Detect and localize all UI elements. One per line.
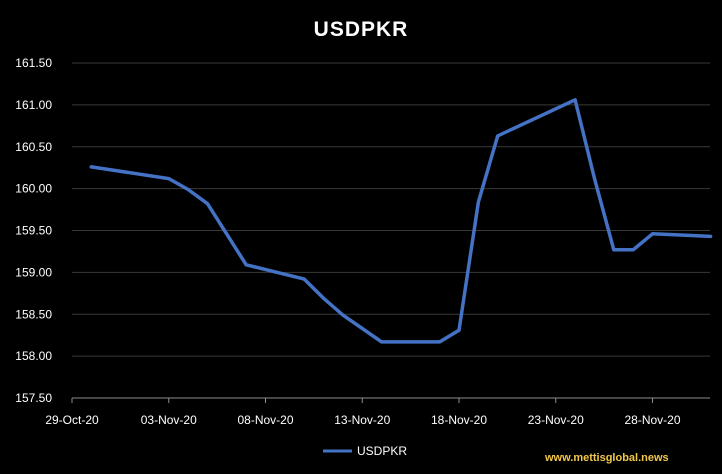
data-point [438,340,442,344]
x-tick-label: 23-Nov-20 [528,413,584,427]
y-tick-label: 161.50 [15,56,52,70]
legend: USDPKR [323,444,407,458]
watermark: www.mettisglobal.news [544,452,669,464]
data-point [167,177,171,181]
data-point [457,328,461,332]
y-tick-label: 158.00 [15,349,52,363]
x-tick-label: 08-Nov-20 [237,413,293,427]
y-tick-label: 160.00 [15,182,52,196]
data-point [322,296,326,300]
x-axis-ticks: 29-Oct-20 03-Nov-20 08-Nov-20 13-Nov-20 18-N… [45,398,681,427]
data-point [186,187,190,191]
data-point [612,248,616,252]
data-point [709,234,713,238]
data-point [631,248,635,252]
y-tick-label: 159.50 [15,224,52,238]
data-point [592,177,596,181]
gridlines [72,62,710,399]
y-tick-label: 158.50 [15,307,52,321]
x-tick-label: 03-Nov-20 [141,413,197,427]
y-tick-label: 159.00 [15,265,52,279]
series-line [89,98,713,344]
data-point [496,134,500,138]
x-tick-label: 29-Oct-20 [45,413,99,427]
y-tick-label: 161.00 [15,98,52,112]
x-tick-label: 18-Nov-20 [431,413,487,427]
data-point [302,277,306,281]
data-point [341,313,345,317]
x-tick-label: 13-Nov-20 [334,413,390,427]
y-tick-label: 157.50 [15,391,52,405]
data-point [476,200,480,204]
y-axis-ticks: 157.50 158.00 158.50 159.00 159.50 160.00 160.… [15,56,52,405]
data-point [205,202,209,206]
data-point [380,340,384,344]
y-tick-label: 160.50 [15,140,52,154]
data-point [573,98,577,102]
data-point [651,232,654,236]
data-point [244,263,248,267]
x-tick-label: 28-Nov-20 [624,413,680,427]
data-point [89,165,93,169]
legend-label: USDPKR [357,444,407,458]
series-usdpkr [89,98,713,344]
chart-title: USDPKR [314,18,409,41]
